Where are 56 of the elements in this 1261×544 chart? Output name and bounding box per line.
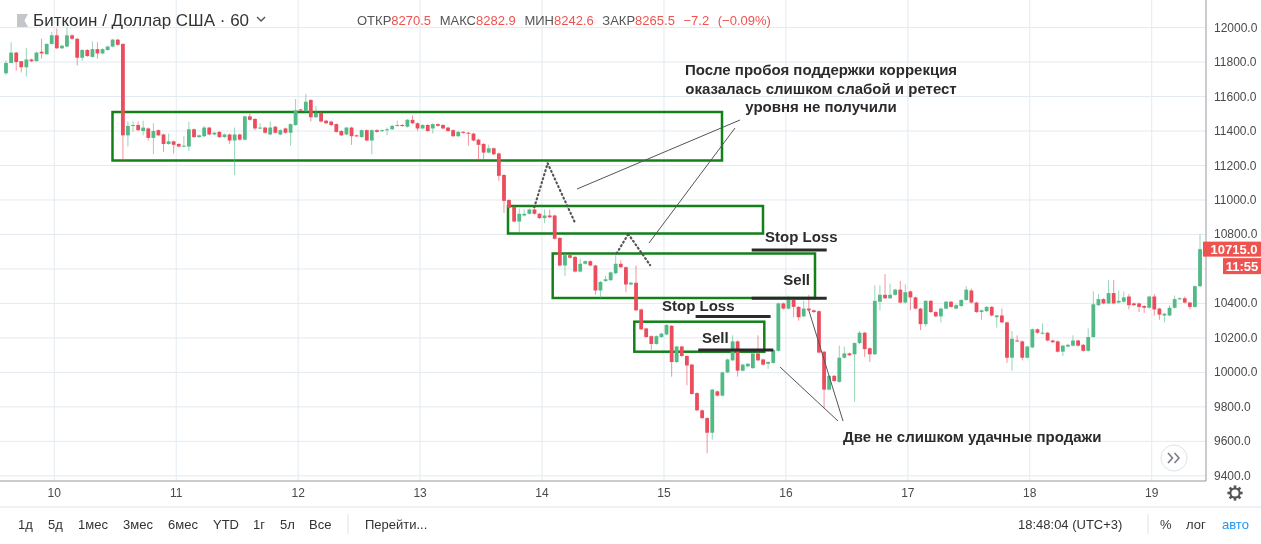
annotation: Stop Loss xyxy=(662,296,735,314)
text: 1д xyxy=(18,516,34,532)
text: 3мес xyxy=(123,516,154,532)
candlestick xyxy=(939,307,943,323)
y-tick-label: 11800.0 xyxy=(1214,55,1257,70)
text: 18:48:04 (UTC+3) xyxy=(1018,516,1123,532)
text: 6мес xyxy=(168,516,199,532)
y-tick-label: 9600.0 xyxy=(1214,434,1252,449)
y-tick-label: 10200.0 xyxy=(1214,330,1258,345)
y-tick-label: 11000.0 xyxy=(1214,192,1257,207)
x-tick-label: 13 xyxy=(413,486,428,500)
candlestick xyxy=(375,128,379,134)
text: 1мес xyxy=(78,516,109,532)
x-tick-label: 14 xyxy=(535,486,550,500)
text: 5д xyxy=(48,516,64,532)
y-tick-label: 12000.0 xyxy=(1214,20,1258,35)
annotation: После пробоя поддержки коррекция оказалась слишком слабой и ретест уровня не получили xyxy=(684,61,958,115)
x-tick-label: 16 xyxy=(779,486,793,500)
x-tick-label: 11 xyxy=(169,486,183,500)
annotation: Stop Loss xyxy=(765,228,838,245)
y-tick-label: 10400.0 xyxy=(1214,296,1258,311)
text: Биткоин / Доллар США · 60 xyxy=(33,11,250,30)
x-tick-label: 19 xyxy=(1145,486,1159,500)
text: YTD xyxy=(213,516,239,532)
text: 10715.0 xyxy=(1210,241,1258,257)
text: Все xyxy=(309,516,332,532)
candlestick xyxy=(466,131,471,147)
candlestick xyxy=(314,105,318,119)
x-tick-label: 12 xyxy=(291,486,306,500)
x-tick-label: 10 xyxy=(47,486,62,500)
text: % xyxy=(1160,516,1172,532)
y-tick-label: 10000.0 xyxy=(1214,365,1258,380)
text: Перейти... xyxy=(365,516,428,532)
text: ОТКР8270.5 МАКС8282.9 МИН8242.6 ЗАКР8265.5 −7.2 (−0.09%) xyxy=(357,13,771,28)
candlestick xyxy=(131,121,135,133)
y-tick-label: 9800.0 xyxy=(1214,399,1252,414)
y-tick-label: 11200.0 xyxy=(1214,158,1257,173)
annotation: Две не слишком удачные продажи xyxy=(843,428,1102,445)
text: 5л xyxy=(280,516,295,532)
y-tick-label: 9400.0 xyxy=(1214,468,1252,483)
text: лог xyxy=(1186,516,1206,532)
y-tick-label: 11600.0 xyxy=(1214,89,1257,104)
x-tick-label: 17 xyxy=(901,486,915,500)
candlestick xyxy=(258,122,262,130)
annotation: Sell xyxy=(702,329,729,347)
x-tick-label: 18 xyxy=(1023,486,1037,500)
candlestick xyxy=(999,308,1004,324)
annotation: Sell xyxy=(783,270,810,288)
y-tick-label: 11400.0 xyxy=(1214,124,1257,139)
text: 1г xyxy=(253,516,266,532)
x-tick-label: 15 xyxy=(657,486,671,500)
candlestick xyxy=(385,127,389,136)
y-tick-label: 10800.0 xyxy=(1214,227,1258,242)
candlestick xyxy=(1015,334,1020,343)
candlestick xyxy=(888,283,892,300)
text: авто xyxy=(1222,516,1249,532)
